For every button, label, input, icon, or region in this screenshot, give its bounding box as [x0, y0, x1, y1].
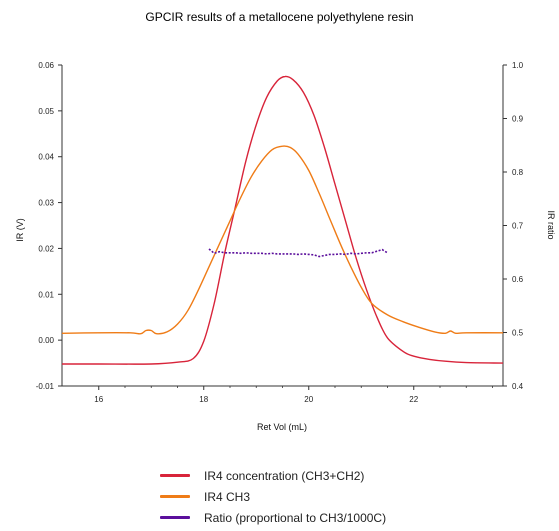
legend-swatch-ch3 [160, 495, 190, 498]
y-axis-label: IR (V) [15, 218, 25, 242]
chart-title: GPCIR results of a metallocene polyethyl… [145, 10, 413, 24]
y-tick-label: 0.04 [38, 153, 54, 162]
series-line-concentration [62, 75, 504, 365]
y2-tick-label: 1.0 [512, 61, 524, 70]
plot-area [61, 75, 504, 365]
legend-label-concentration: IR4 concentration (CH3+CH2) [204, 468, 365, 483]
y-tick-label: 0.01 [38, 290, 54, 299]
y2-tick-label: 0.4 [512, 382, 524, 391]
legend-label-ratio: Ratio (proportional to CH3/1000C) [204, 510, 387, 525]
axes: 16 18 20 22 -0.01 0.00 0.01 0.02 0.03 0.04 0.05 0.0… [36, 61, 524, 404]
y-tick-label: -0.01 [36, 382, 55, 391]
x-axis-label: Ret Vol (mL) [257, 422, 307, 432]
legend-item-concentration: IR4 concentration (CH3+CH2) [160, 465, 386, 486]
y2-tick-label: 0.7 [512, 222, 524, 231]
legend-item-ratio: Ratio (proportional to CH3/1000C) [160, 507, 386, 528]
y-tick-label: 0.00 [38, 336, 54, 345]
y-tick-label: 0.02 [38, 244, 54, 253]
legend: IR4 concentration (CH3+CH2) IR4 CH3 Rati… [160, 465, 386, 528]
x-tick-label: 20 [304, 395, 313, 404]
y-tick-label: 0.06 [38, 61, 54, 70]
y2-axis-label: IR ratio [546, 210, 556, 239]
chart: GPCIR results of a metallocene polyethyl… [15, 10, 556, 432]
series-line-ratio [208, 248, 388, 258]
legend-item-ch3: IR4 CH3 [160, 486, 386, 507]
legend-swatch-ratio [160, 516, 190, 519]
y2-tick-label: 0.9 [512, 115, 524, 124]
y-tick-label: 0.05 [38, 107, 54, 116]
x-tick-label: 18 [199, 395, 208, 404]
legend-label-ch3: IR4 CH3 [204, 489, 251, 504]
y-tick-label: 0.03 [38, 199, 54, 208]
y2-tick-label: 0.5 [512, 329, 524, 338]
legend-swatch-concentration [160, 474, 190, 477]
x-tick-label: 22 [409, 395, 418, 404]
x-tick-label: 16 [94, 395, 103, 404]
y2-tick-label: 0.6 [512, 275, 524, 284]
y2-tick-label: 0.8 [512, 168, 524, 177]
series-line-ch3 [61, 145, 504, 335]
